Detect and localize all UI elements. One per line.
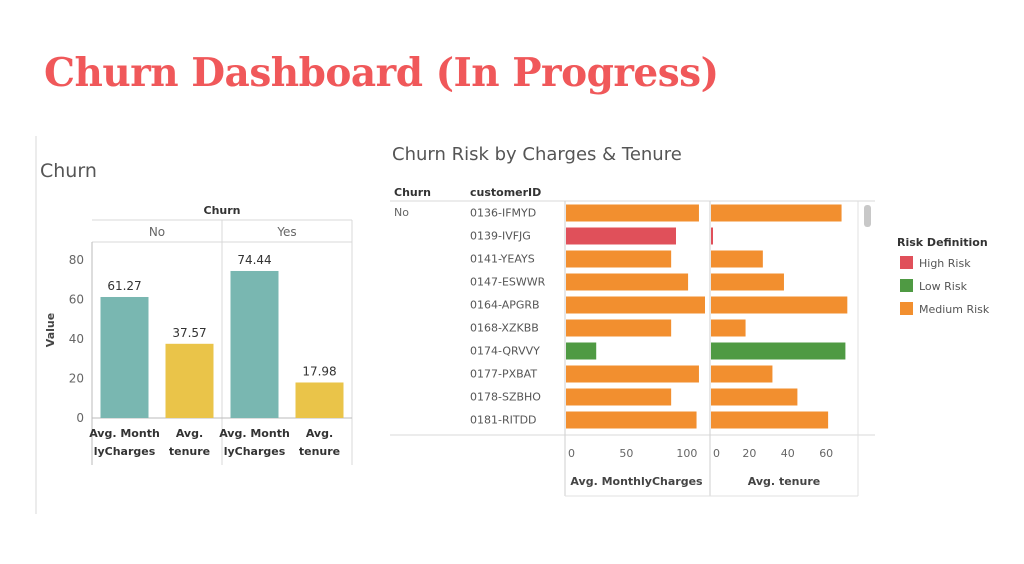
data-label: 17.98 [302,364,336,378]
plot-area: Churn customerID No 0136-IFMYD 0139-IVFJG 014… [390,186,875,497]
bar [711,296,848,314]
column-header-churn: Churn [204,204,241,217]
x-axis-label: Avg. MonthlyCharges [570,475,703,488]
customer-id-label: 0177-PXBAT [470,368,537,381]
x-tick-label: Avg. Month [219,427,290,440]
bar [711,273,784,291]
scrollbar-thumb [864,205,871,227]
bar [566,411,697,429]
churn-group-label: No [394,206,409,219]
bar [566,342,597,360]
bar [295,382,344,418]
x-axis-label: Avg. tenure [748,475,820,488]
x-tick-label: tenure [299,445,340,458]
bar [711,388,798,406]
x-tick-label: 0 [568,447,575,460]
bar [566,319,672,337]
bar [711,365,773,383]
legend-swatch [900,302,913,315]
legend-swatch [900,256,913,269]
bar [100,296,149,418]
bar [165,343,214,418]
customer-id-label: 0139-IVFJG [470,230,531,243]
legend-item-label: High Risk [919,257,971,270]
bar [566,204,699,222]
x-tick-label: 40 [781,447,795,460]
bar [566,388,672,406]
data-label: 74.44 [237,253,271,267]
churn-risk-chart: Churn Risk by Charges & Tenure Churn cust… [390,144,990,497]
y-tick-label: 60 [69,293,84,307]
bar [711,250,763,268]
bar [566,296,705,314]
x-tick-label: 60 [819,447,833,460]
x-tick-label: lyCharges [224,445,286,458]
y-tick-label: 20 [69,372,84,386]
bar [566,250,672,268]
y-axis-label: Value [44,313,57,347]
customer-id-label: 0164-APGRB [470,299,540,312]
x-tick-label: 100 [676,447,697,460]
row-header-churn: Churn [394,186,431,199]
bar [566,365,699,383]
data-label: 61.27 [107,279,141,293]
row-header-customerid: customerID [470,186,541,199]
y-tick-label: 80 [69,253,84,267]
x-tick-label: Avg. [176,427,203,440]
chart-title: Churn Risk by Charges & Tenure [392,144,682,165]
group-label-no: No [149,225,165,239]
customer-id-label: 0174-QRVVY [470,345,540,358]
y-tick-label: 40 [69,332,84,346]
bar [230,270,279,418]
x-tick-label: 0 [713,447,720,460]
bar [711,227,713,245]
x-tick-label: Avg. [306,427,333,440]
risk-legend: Risk Definition High Risk Low Risk Medium R… [897,236,990,316]
bar [711,204,842,222]
churn-bar-chart: Churn Churn 0 20 40 60 80 Value No 61.27 Avg. Mo… [35,136,353,514]
bar [711,319,746,337]
customer-id-label: 0168-XZKBB [470,322,539,335]
page-title: Churn Dashboard (In Progress) [44,50,719,96]
bar [566,273,689,291]
customer-id-label: 0141-YEAYS [470,253,535,266]
bar [566,227,676,245]
legend-item-label: Medium Risk [919,303,990,316]
group-label-yes: Yes [276,225,296,239]
legend-swatch [900,279,913,292]
x-tick-label: tenure [169,445,210,458]
x-tick-label: lyCharges [94,445,156,458]
legend-title: Risk Definition [897,236,988,249]
legend-item-label: Low Risk [919,280,968,293]
customer-id-label: 0136-IFMYD [470,207,536,220]
bar [711,342,846,360]
plot-area: 0 20 40 60 80 Value No 61.27 Avg. Month lyCharges… [44,219,353,465]
x-tick-label: Avg. Month [89,427,160,440]
x-tick-label: 50 [619,447,633,460]
customer-id-label: 0147-ESWWR [470,276,546,289]
customer-id-label: 0181-RITDD [470,414,537,427]
bar [711,411,829,429]
data-label: 37.57 [172,326,206,340]
x-tick-label: 20 [742,447,756,460]
customer-id-label: 0178-SZBHO [470,391,541,404]
chart-title: Churn [40,160,97,182]
y-tick-label: 0 [76,411,84,425]
